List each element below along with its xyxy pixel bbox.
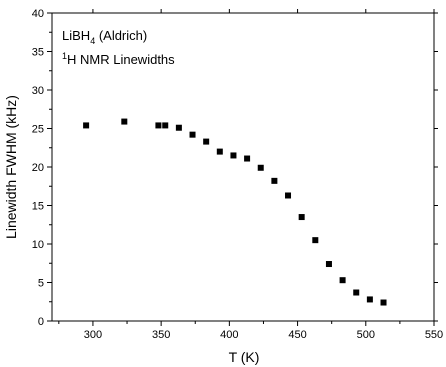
data-point <box>216 148 223 155</box>
data-point <box>380 299 387 306</box>
annotation-subscript: 4 <box>90 36 95 46</box>
y-tick-label: 5 <box>38 278 44 290</box>
data-point <box>325 261 332 268</box>
data-point <box>312 237 319 244</box>
annotation-text: H NMR Linewidths <box>67 52 175 67</box>
annotation-superscript: 1 <box>62 51 67 61</box>
x-tick-label: 550 <box>425 329 443 341</box>
data-point <box>189 131 196 138</box>
y-tick-label: 10 <box>32 239 44 251</box>
data-point <box>366 296 373 303</box>
y-tick-label: 35 <box>32 47 44 59</box>
data-point <box>121 118 128 125</box>
plot-frame <box>51 12 435 322</box>
annotation-prefix: LiBH <box>62 28 90 43</box>
annotation-line1: LiBH4 (Aldrich) <box>62 28 147 46</box>
x-axis-title: T (K) <box>229 349 260 365</box>
axis-ticks: 300 350 400 450 500 550 0 5 10 15 20 25 30 35 40 <box>32 8 443 341</box>
data-point <box>175 124 182 131</box>
data-point <box>339 277 346 284</box>
data-point <box>162 122 169 129</box>
data-point <box>298 214 305 221</box>
x-tick-label: 300 <box>84 329 102 341</box>
data-point <box>155 122 162 129</box>
y-tick-label: 15 <box>32 201 44 213</box>
data-point <box>203 138 210 145</box>
data-points <box>83 118 387 306</box>
data-point <box>83 122 90 129</box>
annotation-line2: 1H NMR Linewidths <box>62 51 175 67</box>
y-tick-label: 0 <box>38 316 44 328</box>
y-axis-title: Linewidth FWHM (kHz) <box>3 95 19 239</box>
y-tick-label: 20 <box>32 162 44 174</box>
x-tick-label: 400 <box>220 329 238 341</box>
y-tick-label: 40 <box>32 8 44 20</box>
data-point <box>271 177 278 184</box>
data-point <box>285 192 292 199</box>
data-point <box>244 155 251 162</box>
x-tick-label: 500 <box>357 329 375 341</box>
x-tick-label: 350 <box>152 329 170 341</box>
x-tick-label: 450 <box>288 329 306 341</box>
y-tick-label: 25 <box>32 124 44 136</box>
data-point <box>257 164 264 171</box>
y-tick-label: 30 <box>32 85 44 97</box>
data-point <box>230 152 237 159</box>
annotation-suffix: (Aldrich) <box>95 28 147 43</box>
data-point <box>353 289 360 296</box>
